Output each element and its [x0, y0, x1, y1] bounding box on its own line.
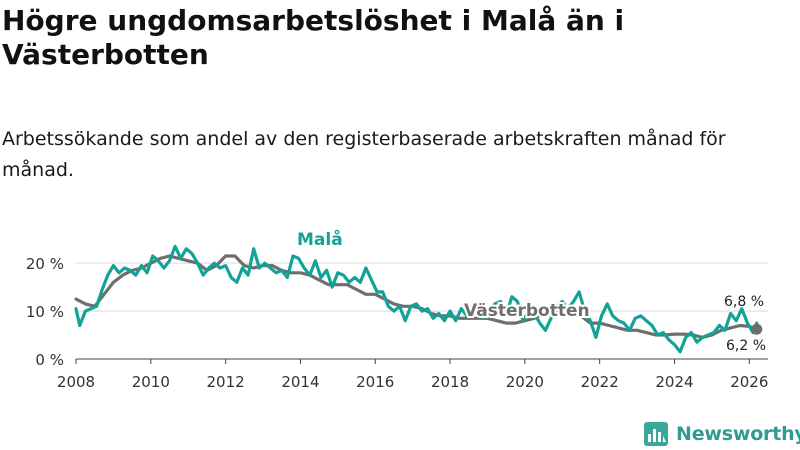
logo-text: Newsworthy	[676, 423, 800, 445]
x-tick-label: 2010	[132, 373, 170, 391]
series-line-mal	[74, 244, 759, 354]
y-tick-label: 0 %	[35, 351, 64, 369]
x-tick-label: 2020	[506, 373, 544, 391]
y-tick-label: 10 %	[26, 303, 64, 321]
y-tick-label: 20 %	[26, 255, 64, 273]
end-point-marker	[751, 323, 763, 335]
series-label-mala: Malå	[297, 228, 343, 250]
x-tick-label: 2026	[730, 373, 768, 391]
x-tick-label: 2022	[581, 373, 619, 391]
chart-subtitle: Arbetssökande som andel av den registerb…	[2, 128, 726, 181]
bar-chart-icon	[644, 422, 668, 446]
x-tick-label: 2014	[281, 373, 319, 391]
x-tick-label: 2016	[356, 373, 394, 391]
chart-title: Högre ungdomsarbetslöshet i Malå än i Vä…	[2, 4, 625, 71]
newsworthy-logo[interactable]: Newsworthy	[644, 419, 800, 449]
series-label-vasterbotten: Västerbotten	[464, 301, 590, 321]
end-label-mala: 6,8 %	[724, 294, 764, 310]
series-line-vsterbotten	[74, 254, 759, 339]
x-tick-label: 2008	[57, 373, 95, 391]
x-tick-label: 2012	[207, 373, 245, 391]
x-tick-label: 2024	[655, 373, 693, 391]
end-label-vasterbotten: 6,2 %	[726, 338, 766, 354]
x-tick-label: 2018	[431, 373, 469, 391]
